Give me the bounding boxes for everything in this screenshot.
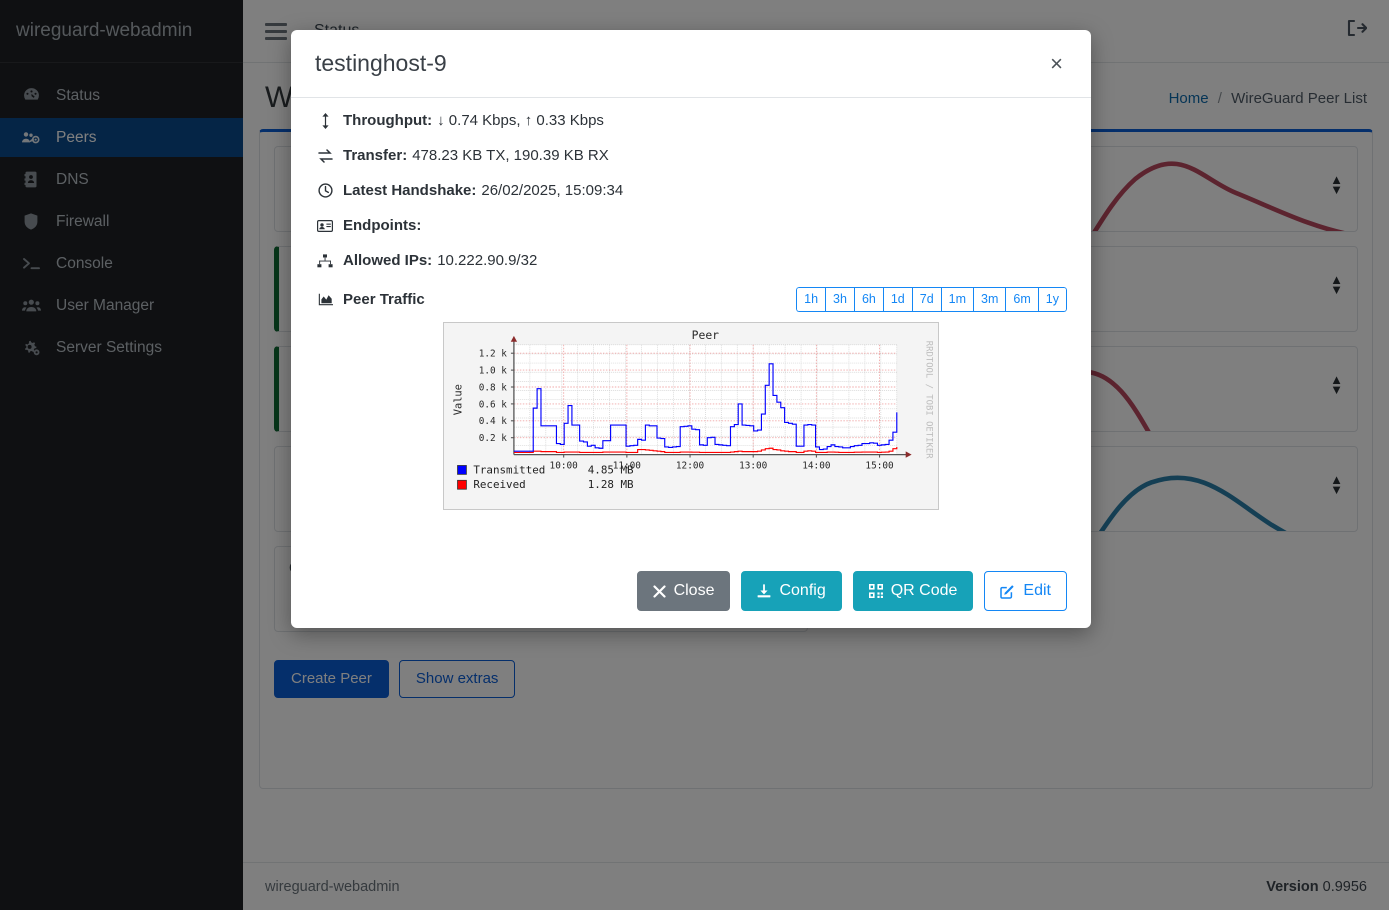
range-button-1d[interactable]: 1d: [882, 287, 912, 312]
qrcode-icon: [868, 584, 883, 598]
id-card-icon: [315, 219, 335, 232]
svg-text:0.2 k: 0.2 k: [479, 433, 508, 444]
range-button-1m[interactable]: 1m: [940, 287, 974, 312]
range-button-3m[interactable]: 3m: [973, 287, 1006, 312]
svg-text:13:00: 13:00: [739, 460, 768, 471]
edit-button-label: Edit: [1023, 582, 1051, 600]
throughput-value: ↓ 0.74 Kbps, ↑ 0.33 Kbps: [437, 112, 604, 129]
handshake-row: Latest Handshake: 26/02/2025, 15:09:34: [315, 182, 1067, 199]
modal-header: testinghost-9 ×: [291, 30, 1091, 98]
svg-text:1.0 k: 1.0 k: [479, 365, 508, 376]
exchange-icon: [315, 148, 335, 163]
close-icon[interactable]: ×: [1050, 50, 1063, 76]
transfer-label: Transfer:: [343, 147, 408, 164]
svg-text:Received: Received: [473, 478, 525, 491]
svg-text:14:00: 14:00: [802, 460, 831, 471]
svg-text:4.85 MB: 4.85 MB: [588, 463, 634, 476]
peer-traffic-graph: Peer 0.2 k 0.4 k 0.6 k 0.8 k 1.0 k 1.2 k Value 1…: [443, 321, 939, 510]
peer-detail-modal: testinghost-9 × Throughput: ↓ 0.74 Kbps,…: [291, 30, 1091, 628]
svg-text:10:00: 10:00: [550, 460, 579, 471]
range-button-7d[interactable]: 7d: [911, 287, 941, 312]
svg-text:11:00: 11:00: [613, 460, 642, 471]
qr-code-button-label: QR Code: [890, 582, 958, 600]
modal-footer: Close Config QR Code Edit: [291, 554, 1091, 628]
svg-text:1.2 k: 1.2 k: [479, 348, 508, 359]
close-button[interactable]: Close: [636, 571, 731, 611]
transfer-value: 478.23 KB TX, 190.39 KB RX: [412, 147, 609, 164]
throughput-row: Throughput: ↓ 0.74 Kbps, ↑ 0.33 Kbps: [315, 112, 1067, 129]
peer-traffic-heading: Peer Traffic: [343, 290, 425, 308]
throughput-label: Throughput:: [343, 112, 433, 129]
transfer-row: Transfer: 478.23 KB TX, 190.39 KB RX: [315, 147, 1067, 164]
svg-text:12:00: 12:00: [676, 460, 705, 471]
peer-traffic-graph-wrap: Peer 0.2 k 0.4 k 0.6 k 0.8 k 1.0 k 1.2 k Value 1…: [315, 321, 1067, 510]
edit-button[interactable]: Edit: [984, 571, 1067, 611]
modal-title: testinghost-9: [315, 50, 447, 76]
endpoints-row: Endpoints:: [315, 217, 1067, 234]
allowed-ips-label: Allowed IPs:: [343, 252, 433, 269]
svg-text:Value: Value: [452, 384, 464, 415]
svg-text:15:00: 15:00: [865, 460, 894, 471]
modal-body: Throughput: ↓ 0.74 Kbps, ↑ 0.33 Kbps Tra…: [291, 98, 1091, 554]
range-button-6h[interactable]: 6h: [853, 287, 883, 312]
close-button-label: Close: [673, 582, 715, 600]
svg-text:RRDTOOL / TOBI OETIKER: RRDTOOL / TOBI OETIKER: [923, 341, 933, 459]
svg-text:1.28 MB: 1.28 MB: [588, 478, 634, 491]
handshake-label: Latest Handshake:: [343, 182, 477, 199]
sitemap-icon: [315, 253, 335, 268]
range-button-1y[interactable]: 1y: [1037, 287, 1067, 312]
svg-text:0.4 k: 0.4 k: [479, 416, 508, 427]
allowed-ips-value: 10.222.90.9/32: [437, 252, 538, 269]
arrows-v-icon: [315, 112, 335, 129]
config-button[interactable]: Config: [741, 571, 842, 611]
edit-icon: [1000, 584, 1015, 599]
range-button-6m[interactable]: 6m: [1005, 287, 1038, 312]
range-button-3h[interactable]: 3h: [825, 287, 854, 312]
svg-text:0.8 k: 0.8 k: [479, 382, 508, 393]
time-range-group: 1h 3h 6h 1d 7d 1m 3m 6m 1y: [796, 287, 1067, 312]
svg-text:Peer: Peer: [692, 328, 720, 342]
x-icon: [652, 584, 666, 598]
chart-area-icon: [315, 293, 335, 306]
download-icon: [757, 584, 771, 598]
allowed-ips-row: Allowed IPs: 10.222.90.9/32: [315, 252, 1067, 269]
range-button-1h[interactable]: 1h: [796, 287, 826, 312]
clock-icon: [315, 183, 335, 198]
peer-traffic-row: Peer Traffic 1h 3h 6h 1d 7d 1m 3m 6m 1y: [315, 287, 1067, 312]
endpoints-label: Endpoints:: [343, 217, 422, 234]
svg-text:0.6 k: 0.6 k: [479, 399, 508, 410]
svg-text:Transmitted: Transmitted: [473, 463, 545, 476]
config-button-label: Config: [779, 582, 826, 600]
handshake-value: 26/02/2025, 15:09:34: [481, 182, 624, 199]
qr-code-button[interactable]: QR Code: [852, 571, 974, 611]
